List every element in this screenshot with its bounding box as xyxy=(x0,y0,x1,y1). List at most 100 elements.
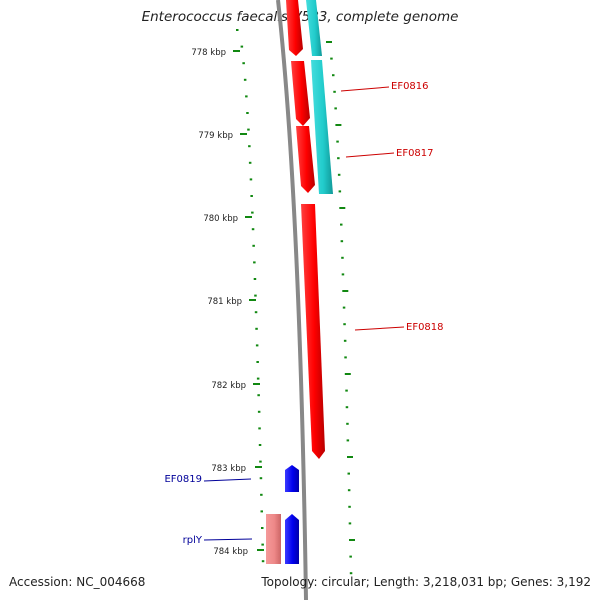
minor-tick-inner xyxy=(248,145,251,148)
minor-tick-inner xyxy=(248,161,252,164)
leader-rply xyxy=(203,538,253,541)
tick-label-783: 783 kbp xyxy=(211,464,246,474)
minor-tick-inner xyxy=(246,112,249,114)
minor-tick-inner xyxy=(240,45,244,48)
leader-ef0816 xyxy=(340,86,390,92)
tick-label-784: 784 kbp xyxy=(213,547,248,557)
minor-tick-inner xyxy=(261,560,265,563)
outer-tick-track xyxy=(326,41,355,575)
map-title: Enterococcus faecalis V583, complete gen… xyxy=(141,9,459,25)
minor-tick-inner xyxy=(254,311,258,314)
cds-band-1 xyxy=(306,0,322,56)
minor-tick-outer xyxy=(345,406,349,409)
gene-ef0817-shape xyxy=(296,126,315,193)
minor-tick-inner xyxy=(247,128,250,131)
minor-tick-outer xyxy=(349,539,355,541)
minor-tick-outer xyxy=(347,456,353,458)
minor-tick-inner xyxy=(251,211,254,214)
gene-ef0815-shape xyxy=(286,0,303,56)
tick-label-778: 778 kbp xyxy=(191,48,226,58)
minor-tick-outer xyxy=(339,207,346,209)
minor-tick-inner xyxy=(259,460,262,463)
minor-tick-outer xyxy=(340,223,343,226)
minor-tick-inner xyxy=(253,278,257,280)
minor-tick-outer xyxy=(326,41,332,43)
minor-tick-inner xyxy=(258,427,261,430)
minor-tick-inner xyxy=(254,294,257,297)
accession-text: Accession: NC_004668 xyxy=(9,575,146,589)
minor-tick-outer xyxy=(344,373,351,375)
minor-tick-outer xyxy=(347,489,351,492)
gene-label-ef0817[interactable]: EF0817 xyxy=(396,148,434,159)
minor-tick-outer xyxy=(333,90,336,93)
minor-tick-inner xyxy=(260,493,263,496)
tick-label-780: 780 kbp xyxy=(203,214,238,224)
minor-tick-outer xyxy=(349,555,352,558)
minor-tick-inner xyxy=(256,377,260,380)
leader-ef0818 xyxy=(354,326,405,331)
minor-tick-inner xyxy=(243,78,247,81)
minor-tick-outer xyxy=(346,439,350,442)
minor-tick-inner xyxy=(252,244,255,247)
minor-tick-inner xyxy=(255,344,259,347)
minor-tick-outer xyxy=(343,339,347,342)
gene-ef0819-shape xyxy=(285,465,299,492)
minor-tick-outer xyxy=(349,572,353,575)
minor-tick-outer xyxy=(346,422,349,425)
minor-tick-inner xyxy=(258,444,262,446)
minor-tick-outer xyxy=(341,273,345,276)
ruler-labels: 778 kbp 779 kbp 780 kbp 781 kbp 782 kbp … xyxy=(191,48,264,557)
gene-rply-shape xyxy=(285,514,299,564)
minor-tick-inner xyxy=(245,95,248,98)
minor-tick-outer xyxy=(337,157,340,160)
minor-tick-outer xyxy=(343,323,346,326)
gene-label-ef0818[interactable]: EF0818 xyxy=(406,322,444,333)
minor-tick-outer xyxy=(348,505,351,508)
minor-tick-inner xyxy=(255,327,258,330)
minor-tick-outer xyxy=(340,240,344,243)
minor-tick-outer xyxy=(330,57,333,60)
minor-tick-inner xyxy=(259,477,263,480)
tick-label-779: 779 kbp xyxy=(198,131,233,141)
tick-label-781: 781 kbp xyxy=(207,297,242,307)
minor-tick-outer xyxy=(338,190,342,193)
tick-label-782: 782 kbp xyxy=(211,381,246,391)
minor-tick-inner xyxy=(242,62,245,65)
minor-tick-inner xyxy=(250,195,253,197)
minor-tick-outer xyxy=(345,389,348,392)
minor-tick-inner xyxy=(260,510,263,513)
inner-tick-track xyxy=(236,29,265,563)
gene-label-rply[interactable]: rplY xyxy=(183,535,203,546)
minor-tick-outer xyxy=(342,290,349,292)
minor-tick-inner xyxy=(257,410,261,413)
minor-tick-outer xyxy=(342,306,346,309)
minor-tick-inner xyxy=(236,29,239,31)
leader-ef0817 xyxy=(345,152,395,158)
minor-tick-inner xyxy=(249,178,253,181)
minor-tick-inner xyxy=(251,228,255,231)
gene-ef0818-shape xyxy=(301,204,325,459)
minor-tick-outer xyxy=(332,74,335,77)
gene-label-ef0819[interactable]: EF0819 xyxy=(164,474,202,485)
minor-tick-inner xyxy=(261,527,264,529)
gene-ef0816-shape xyxy=(291,61,310,126)
minor-tick-outer xyxy=(348,522,352,525)
minor-tick-outer xyxy=(334,107,337,110)
minor-tick-outer xyxy=(347,472,350,475)
rna-band xyxy=(266,514,281,564)
minor-tick-inner xyxy=(253,261,256,264)
gene-labels: EF0816 EF0817 EF0818 EF0819 rplY xyxy=(164,81,443,546)
minor-tick-inner xyxy=(256,361,259,363)
minor-tick-outer xyxy=(344,356,347,359)
topology-text: Topology: circular; Length: 3,218,031 bp… xyxy=(261,575,591,589)
cds-band-2 xyxy=(311,60,333,194)
gene-label-ef0816[interactable]: EF0816 xyxy=(391,81,429,92)
minor-tick-inner xyxy=(257,394,260,397)
minor-tick-outer xyxy=(341,256,344,259)
genome-backbone xyxy=(276,0,308,600)
minor-tick-outer xyxy=(337,173,341,176)
minor-tick-outer xyxy=(336,140,339,143)
minor-tick-inner xyxy=(261,543,264,546)
minor-tick-outer xyxy=(335,124,342,126)
